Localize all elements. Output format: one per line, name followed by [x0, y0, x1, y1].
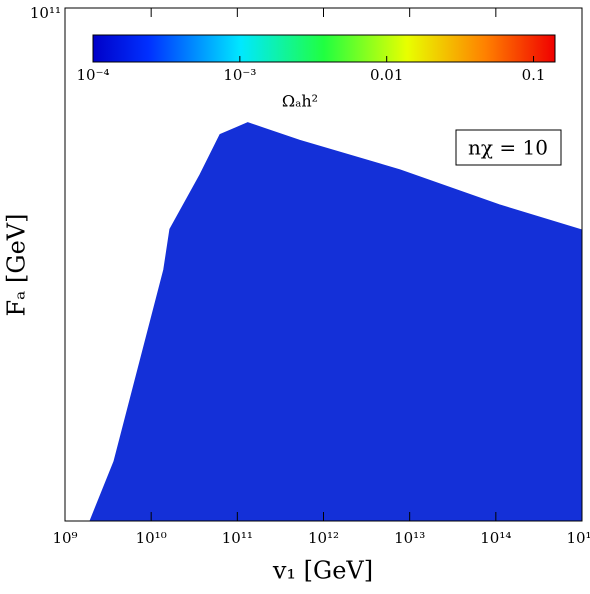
x-tick-label: 10¹⁰	[136, 529, 167, 547]
x-tick-label: 10¹²	[308, 529, 339, 547]
x-tick-label: 10¹¹	[222, 529, 253, 547]
colorbar-tick-label: 0.01	[370, 66, 403, 84]
colorbar-tick-label: 0.1	[522, 66, 546, 84]
colorbar	[92, 34, 556, 63]
colorbar-tick-label: 10⁻³	[223, 66, 256, 84]
x-tick-label: 10⁹	[52, 529, 77, 547]
x-tick-label: 10¹⁴	[480, 529, 511, 547]
x-axis-label: v₁ [GeV]	[272, 557, 373, 585]
annotation-box	[455, 129, 562, 166]
area	[89, 122, 583, 522]
plot-area	[89, 122, 583, 522]
colorbar-label: Ωₐh²	[282, 92, 318, 111]
annotation: nχ = 10	[468, 136, 548, 160]
y-axis-label: Fₐ [GeV]	[3, 214, 31, 317]
x-tick-label: 10¹³	[394, 529, 425, 547]
colorbar-tick-label: 10⁻⁴	[76, 66, 109, 84]
y-tick-label: 10¹¹	[30, 4, 61, 22]
x-tick-label: 10¹⁵	[566, 529, 590, 547]
